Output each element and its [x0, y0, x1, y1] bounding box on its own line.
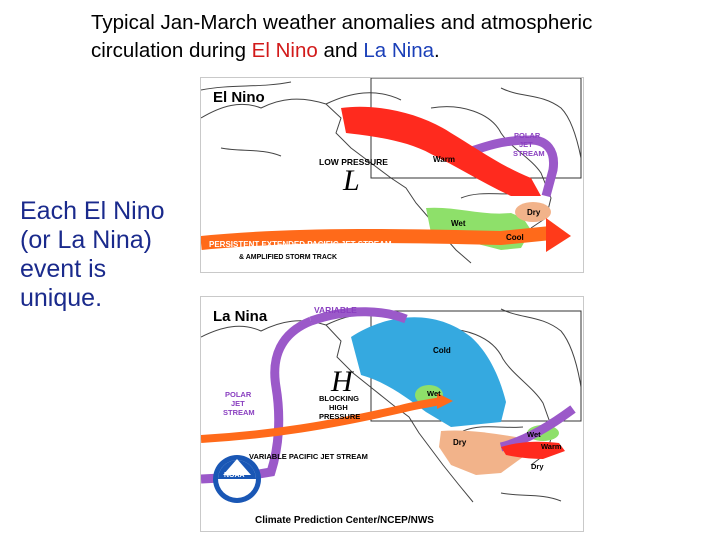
la-nina-cold-label: Cold	[433, 346, 451, 355]
la-nina-jet-arrow	[437, 393, 453, 409]
la-nina-wet-nw-label: Wet	[427, 389, 441, 398]
el-nino-dry-area	[515, 202, 551, 222]
el-nino-wet-label: Wet	[451, 219, 466, 228]
el-nino-coastlines	[201, 81, 582, 264]
el-nino-jet-label-1: PERSISTENT EXTENDED PACIFIC JET STREAM	[209, 240, 392, 249]
la-nina-polar-jet-label: POLAR JET STREAM	[223, 390, 255, 417]
la-nina-polar-2: JET	[231, 399, 245, 408]
title-period: .	[434, 39, 440, 62]
la-nina-dry-label: Dry	[453, 438, 467, 447]
la-nina-warm-area	[501, 441, 565, 459]
la-nina-panel-title: La Nina	[213, 308, 268, 325]
title-and: and	[317, 39, 364, 62]
la-nina-blocking-label: BLOCKING HIGH PRESSURE	[319, 394, 361, 421]
la-nina-polar-jet-west	[201, 316, 313, 484]
el-nino-jet-arrow	[546, 218, 571, 252]
el-nino-dry-label: Dry	[527, 208, 541, 217]
la-nina-cold-area	[351, 317, 506, 427]
noaa-logo: NOAA	[213, 455, 261, 503]
el-nino-polar-3: STREAM	[513, 149, 545, 158]
el-nino-panel-title: El Nino	[213, 89, 265, 106]
title-la-nina: La Nina	[363, 39, 435, 62]
la-nina-dry-area	[439, 430, 523, 475]
el-nino-map: El Nino LOW PRESSURE L Warm Wet Dry Cool…	[200, 77, 584, 273]
la-nina-polar-1: POLAR	[225, 390, 252, 399]
title-el-nino: El Nino	[251, 39, 318, 62]
la-nina-warm-label: Warm	[541, 442, 562, 451]
la-nina-map-graphic: La Nina VARIABLE POLAR JET STREAM H BLOC…	[201, 305, 582, 526]
la-nina-variable-label: VARIABLE	[314, 305, 357, 315]
slide-title: Typical Jan-March weather anomalies and …	[91, 9, 711, 65]
side-line-3: event is	[20, 255, 107, 283]
el-nino-polar-1: POLAR	[514, 131, 541, 140]
la-nina-map: La Nina VARIABLE POLAR JET STREAM H BLOC…	[200, 296, 584, 532]
el-nino-warm-area	[341, 106, 541, 196]
la-nina-wet-e-label: Wet	[527, 430, 541, 439]
la-nina-blocking-3: PRESSURE	[319, 412, 360, 421]
side-line-4: unique.	[20, 284, 103, 312]
el-nino-pacific-jet	[201, 226, 552, 250]
la-nina-high-symbol: H	[330, 365, 355, 398]
title-line-2: circulation during El Nino and La Nina.	[91, 37, 711, 65]
la-nina-polar-jet-east	[499, 405, 576, 452]
el-nino-cool-label: Cool	[506, 233, 524, 242]
title-line-1: Typical Jan-March weather anomalies and …	[91, 11, 593, 34]
side-line-2: (or La Nina)	[20, 226, 152, 254]
el-nino-polar-2: JET	[519, 140, 533, 149]
el-nino-polar-jet-label: POLAR JET STREAM	[513, 131, 545, 158]
el-nino-low-symbol: L	[342, 164, 360, 197]
side-note: Each El Nino (or La Nina) event is uniqu…	[20, 197, 200, 313]
title-prefix: circulation during	[91, 39, 252, 62]
la-nina-polar-3: STREAM	[223, 408, 255, 417]
la-nina-jet-label: VARIABLE PACIFIC JET STREAM	[249, 452, 368, 461]
credit-text: Climate Prediction Center/NCEP/NWS	[255, 515, 434, 526]
la-nina-dry-s-label: Dry	[531, 462, 544, 471]
el-nino-warm-label: Warm	[433, 155, 455, 164]
el-nino-map-graphic: El Nino LOW PRESSURE L Warm Wet Dry Cool…	[201, 78, 582, 264]
noaa-logo-text: NOAA	[224, 472, 245, 479]
la-nina-pacific-jet	[201, 397, 442, 443]
el-nino-jet-label-2: & AMPLIFIED STORM TRACK	[239, 254, 337, 261]
la-nina-blocking-1: BLOCKING	[319, 394, 359, 403]
la-nina-polar-jet-top	[309, 307, 408, 326]
la-nina-blocking-2: HIGH	[329, 403, 348, 412]
side-line-1: Each El Nino	[20, 197, 165, 225]
el-nino-low-pressure: LOW PRESSURE	[319, 157, 388, 167]
